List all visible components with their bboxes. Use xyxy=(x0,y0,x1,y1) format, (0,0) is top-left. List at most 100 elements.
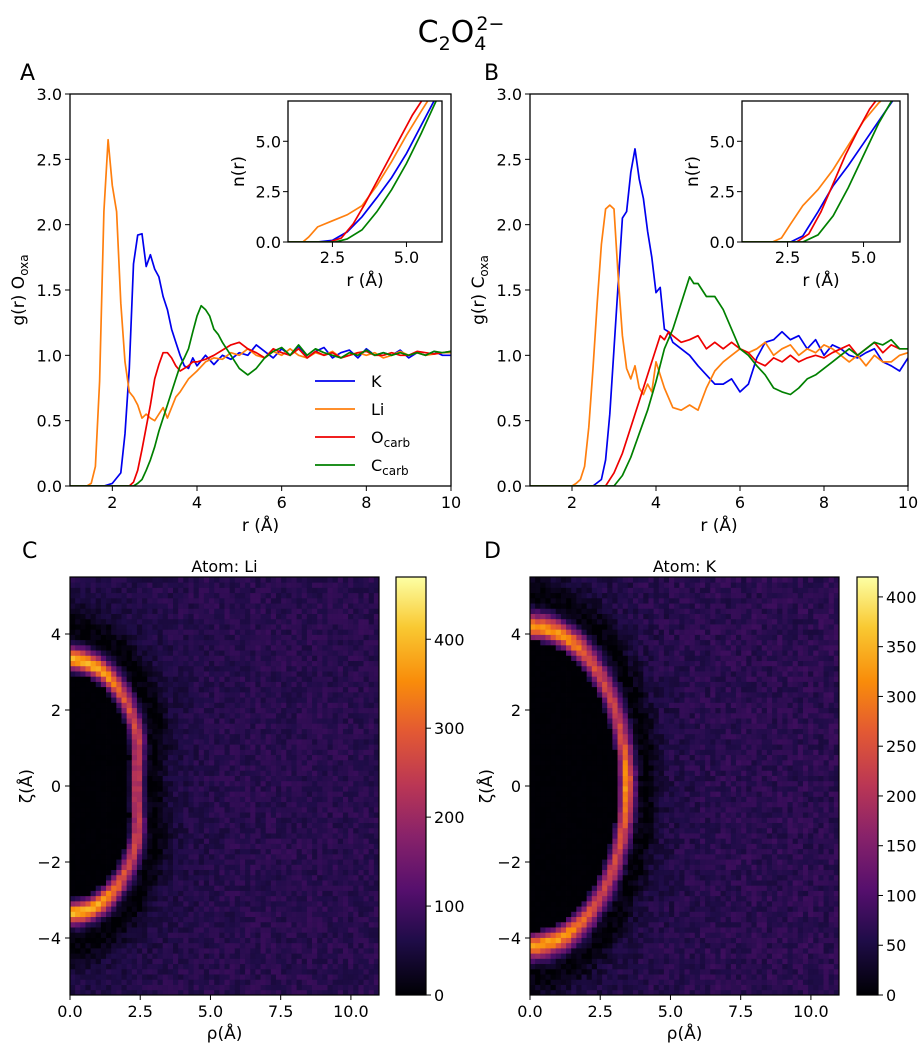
heatmap-cell xyxy=(271,744,277,750)
heatmap-cell xyxy=(297,676,303,682)
heatmap-cell xyxy=(240,979,246,985)
heatmap-cell xyxy=(271,661,277,667)
heatmap-cell xyxy=(266,687,272,693)
heatmap-cell xyxy=(106,823,112,829)
heatmap-cell xyxy=(75,640,81,646)
inset-y-tick-label: 2.5 xyxy=(256,183,281,202)
heatmap-cell xyxy=(240,781,246,787)
heatmap-cell xyxy=(137,864,143,870)
heatmap-cell xyxy=(235,697,241,703)
heatmap-cell xyxy=(240,634,246,640)
heatmap-cell xyxy=(245,655,251,661)
heatmap-cell xyxy=(358,938,364,944)
heatmap-cell xyxy=(328,587,334,593)
heatmap-cell xyxy=(302,864,308,870)
heatmap-cell xyxy=(80,885,86,891)
heatmap-cell xyxy=(261,911,267,917)
heatmap-cell xyxy=(307,823,313,829)
heatmap-cell xyxy=(255,692,261,698)
heatmap-cell xyxy=(132,932,138,938)
heatmap-cell xyxy=(91,843,97,849)
heatmap-cell xyxy=(127,953,133,959)
heatmap-cell xyxy=(364,749,370,755)
heatmap-cell xyxy=(122,964,128,970)
heatmap-cell xyxy=(261,776,267,782)
heatmap-cell xyxy=(168,666,174,672)
heatmap-cell xyxy=(369,964,375,970)
heatmap-cell xyxy=(261,582,267,588)
heatmap-cell xyxy=(276,979,282,985)
legend-label-sub: carb xyxy=(382,464,409,478)
heatmap-cell xyxy=(111,917,117,923)
heatmap-cell xyxy=(219,943,225,949)
heatmap-cell xyxy=(317,744,323,750)
heatmap-cell xyxy=(307,729,313,735)
heatmap-cell xyxy=(152,817,158,823)
heatmap-cell xyxy=(142,796,148,802)
heatmap-cell xyxy=(276,875,282,881)
heatmap-cell xyxy=(122,666,128,672)
heatmap-cell xyxy=(276,587,282,593)
heatmap-cell xyxy=(240,927,246,933)
heatmap-cell xyxy=(338,765,344,771)
heatmap-cell xyxy=(111,744,117,750)
heatmap-cell xyxy=(147,843,153,849)
heatmap-cell xyxy=(178,870,184,876)
heatmap-cell xyxy=(286,812,292,818)
heatmap-cell xyxy=(173,713,179,719)
heatmap-cell xyxy=(209,985,215,991)
heatmap-cell xyxy=(85,645,91,651)
heatmap-cell xyxy=(338,734,344,740)
heatmap-cell xyxy=(183,614,189,620)
heatmap-cell xyxy=(152,770,158,776)
heatmap-cell xyxy=(307,603,313,609)
heatmap-cell xyxy=(152,864,158,870)
heatmap-cell xyxy=(333,802,339,808)
heatmap-cell xyxy=(240,817,246,823)
heatmap-cell xyxy=(317,943,323,949)
heatmap-cell xyxy=(286,885,292,891)
heatmap-cell xyxy=(266,906,272,912)
heatmap-cell xyxy=(219,744,225,750)
heatmap-cell xyxy=(322,723,328,729)
heatmap-cell xyxy=(173,911,179,917)
heatmap-cell xyxy=(240,619,246,625)
heatmap-cell xyxy=(111,608,117,614)
heatmap-cell xyxy=(101,927,107,933)
heatmap-cell xyxy=(178,927,184,933)
heatmap-cell xyxy=(281,906,287,912)
heatmap-cell xyxy=(348,577,354,583)
heatmap-cell xyxy=(322,587,328,593)
heatmap-cell xyxy=(188,593,194,599)
heatmap-cell xyxy=(147,781,153,787)
y-axis-label: ζ(Å) xyxy=(15,769,37,803)
heatmap-cell xyxy=(225,692,231,698)
heatmap-cell xyxy=(286,854,292,860)
heatmap-cell xyxy=(168,891,174,897)
heatmap-cell xyxy=(219,901,225,907)
heatmap-cell xyxy=(96,964,102,970)
heatmap-cell xyxy=(80,729,86,735)
heatmap-cell xyxy=(70,765,76,771)
heatmap-cell xyxy=(338,828,344,834)
heatmap-cell xyxy=(142,598,148,604)
heatmap-cell xyxy=(147,744,153,750)
heatmap-cell xyxy=(245,817,251,823)
heatmap-cell xyxy=(147,927,153,933)
heatmap-cell xyxy=(281,666,287,672)
heatmap-cell xyxy=(142,791,148,797)
heatmap-cell xyxy=(214,917,220,923)
heatmap-cell xyxy=(204,661,210,667)
heatmap-cell xyxy=(168,938,174,944)
heatmap-cell xyxy=(348,781,354,787)
y-tick-label: 0.0 xyxy=(497,477,522,496)
heatmap-cell xyxy=(281,870,287,876)
heatmap-cell xyxy=(204,614,210,620)
heatmap-cell xyxy=(178,807,184,813)
heatmap-cell xyxy=(281,619,287,625)
heatmap-cell xyxy=(163,828,169,834)
heatmap-cell xyxy=(101,629,107,635)
heatmap-title: Atom: Li xyxy=(191,557,257,576)
heatmap-cell xyxy=(369,608,375,614)
heatmap-cell xyxy=(106,650,112,656)
